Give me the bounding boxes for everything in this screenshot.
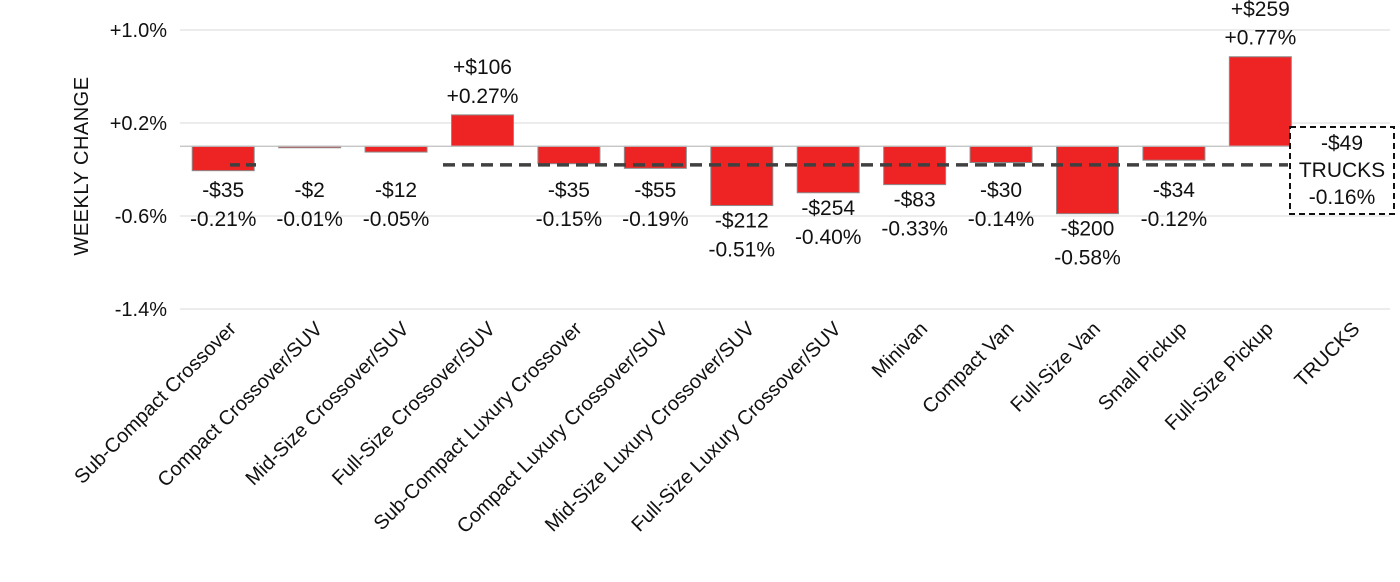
data-label-percent: -0.15% xyxy=(536,208,603,231)
summary-box-border xyxy=(1289,126,1395,215)
category-label: Full-Size Crossover/SUV xyxy=(328,318,500,490)
data-label-dollar: -$55 xyxy=(634,179,676,202)
bar xyxy=(796,145,860,194)
data-label-percent: -0.01% xyxy=(276,208,343,231)
trucks-summary-box: -$49 TRUCKS -0.16% xyxy=(1289,126,1395,215)
bar xyxy=(364,145,428,153)
category-label: Mid-Size Crossover/SUV xyxy=(242,318,414,490)
data-label-percent: -0.12% xyxy=(1141,208,1208,231)
bar xyxy=(969,145,1033,164)
data-label-percent: -0.33% xyxy=(881,218,948,241)
category-label: Small Pickup xyxy=(1094,318,1191,415)
y-tick-label: -0.6% xyxy=(115,206,167,228)
data-label-dollar: -$35 xyxy=(548,179,590,202)
data-label-percent: +0.77% xyxy=(1224,27,1296,50)
bar xyxy=(1142,145,1206,161)
bar xyxy=(191,145,255,172)
data-label-dollar: -$254 xyxy=(801,197,855,220)
bar xyxy=(1056,145,1119,215)
data-label-percent: +0.27% xyxy=(447,85,519,108)
data-label-dollar: -$83 xyxy=(894,189,936,212)
bar xyxy=(1228,56,1292,147)
data-label-dollar: -$30 xyxy=(980,179,1022,202)
category-label: Compact Crossover/SUV xyxy=(154,318,328,492)
y-tick-label: +0.2% xyxy=(110,113,167,135)
bar xyxy=(710,145,774,207)
data-label-percent: -0.40% xyxy=(795,226,862,249)
data-label-percent: -0.05% xyxy=(363,208,430,231)
category-label: TRUCKS xyxy=(1291,318,1365,392)
data-label-percent: -0.14% xyxy=(968,208,1035,231)
data-label-dollar: -$200 xyxy=(1061,218,1115,241)
data-label-percent: -0.58% xyxy=(1054,247,1121,270)
data-label-dollar: -$2 xyxy=(294,179,324,202)
data-label-dollar: -$35 xyxy=(202,179,244,202)
y-tick-label: -1.4% xyxy=(115,299,167,321)
summary-dollar: -$49 xyxy=(1321,132,1363,155)
y-axis-ticks: +1.0% +0.2% -0.6% -1.4% xyxy=(110,20,167,321)
data-label-dollar: -$12 xyxy=(375,179,417,202)
data-labels: -$35 -0.21% -$2 -0.01% -$12 -0.05% +$106 +0.27%… xyxy=(190,0,1296,270)
data-label-percent: -0.21% xyxy=(190,208,257,231)
data-label-dollar: -$34 xyxy=(1153,179,1195,202)
data-label-dollar: +$106 xyxy=(453,56,512,79)
category-label: Sub-Compact Crossover xyxy=(70,318,241,489)
data-label-dollar: +$259 xyxy=(1231,0,1290,21)
y-tick-label: +1.0% xyxy=(110,20,167,42)
bar xyxy=(451,114,514,147)
data-label-percent: -0.51% xyxy=(709,239,776,262)
category-label: Full-Size Van xyxy=(1006,318,1105,417)
summary-name: TRUCKS xyxy=(1299,159,1385,182)
data-label-percent: -0.19% xyxy=(622,208,689,231)
bar xyxy=(883,145,947,186)
category-label: Minivan xyxy=(868,318,932,382)
summary-percent: -0.16% xyxy=(1309,186,1376,209)
gridlines xyxy=(180,29,1390,310)
data-label-dollar: -$212 xyxy=(715,210,769,233)
y-axis-label: WEEKLY CHANGE xyxy=(71,76,93,255)
bars xyxy=(191,56,1292,215)
bar xyxy=(537,145,601,165)
category-label: Compact Van xyxy=(918,318,1018,418)
